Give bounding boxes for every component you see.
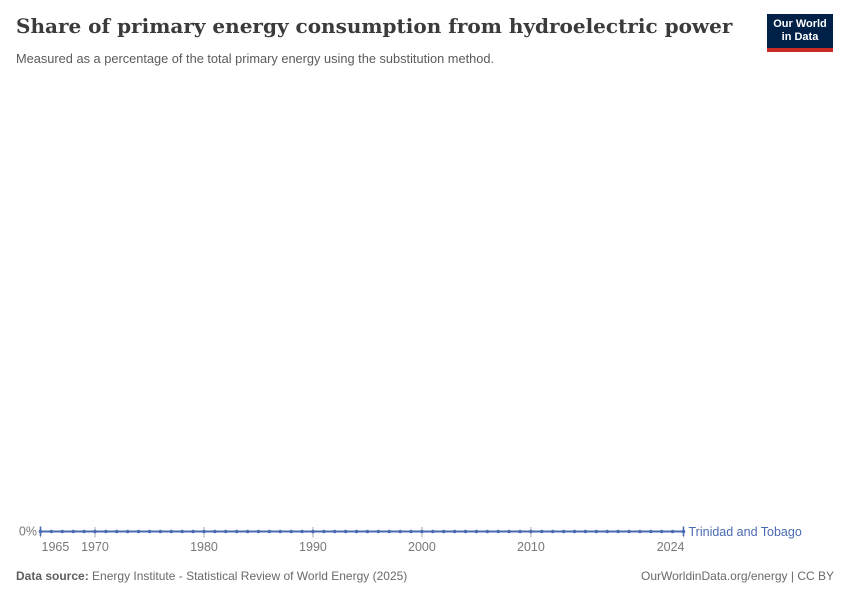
- data-point[interactable]: [463, 529, 468, 534]
- data-point[interactable]: [332, 529, 337, 534]
- data-point[interactable]: [267, 529, 272, 534]
- x-axis-label: 1970: [81, 540, 109, 554]
- data-point[interactable]: [518, 529, 522, 534]
- owid-logo-line1: Our World: [773, 18, 827, 31]
- data-point[interactable]: [71, 529, 75, 534]
- data-point[interactable]: [60, 529, 65, 534]
- data-point[interactable]: [431, 529, 435, 534]
- data-point[interactable]: [649, 529, 653, 534]
- data-source-note: Data source: Energy Institute - Statisti…: [16, 569, 407, 583]
- owid-logo[interactable]: Our World in Data: [767, 14, 833, 52]
- data-point[interactable]: [191, 529, 195, 534]
- data-point[interactable]: [659, 529, 664, 534]
- data-point[interactable]: [638, 529, 642, 534]
- data-point[interactable]: [485, 529, 490, 534]
- data-point[interactable]: [223, 529, 228, 534]
- x-axis-label: 1990: [299, 540, 327, 554]
- data-point[interactable]: [38, 529, 43, 534]
- data-point[interactable]: [670, 529, 675, 534]
- data-point[interactable]: [343, 529, 348, 534]
- data-point[interactable]: [245, 529, 250, 534]
- data-point[interactable]: [376, 529, 381, 534]
- data-point[interactable]: [158, 529, 163, 534]
- data-point[interactable]: [93, 529, 97, 534]
- credit-link[interactable]: OurWorldinData.org/energy | CC BY: [641, 569, 834, 583]
- data-point[interactable]: [49, 529, 54, 534]
- data-point[interactable]: [616, 529, 620, 534]
- data-point[interactable]: [452, 529, 457, 534]
- data-point[interactable]: [256, 529, 261, 534]
- data-point[interactable]: [213, 529, 217, 534]
- data-point[interactable]: [529, 529, 533, 534]
- data-point[interactable]: [354, 529, 359, 534]
- data-point[interactable]: [311, 529, 315, 534]
- data-point[interactable]: [474, 529, 479, 534]
- chart-footer: Data source: Energy Institute - Statisti…: [16, 569, 834, 583]
- data-point[interactable]: [627, 529, 631, 534]
- data-point[interactable]: [136, 529, 141, 534]
- data-point[interactable]: [594, 529, 599, 534]
- data-point[interactable]: [289, 529, 293, 534]
- chart-subtitle: Measured as a percentage of the total pr…: [16, 51, 495, 66]
- data-point[interactable]: [202, 529, 206, 534]
- data-point[interactable]: [114, 529, 119, 534]
- data-point[interactable]: [300, 529, 304, 534]
- data-point[interactable]: [420, 529, 424, 534]
- x-axis-label: 2024: [657, 540, 685, 554]
- owid-logo-box: Our World in Data: [767, 14, 833, 48]
- data-point[interactable]: [278, 529, 283, 534]
- data-point[interactable]: [104, 529, 108, 534]
- data-point[interactable]: [82, 529, 86, 534]
- data-point[interactable]: [387, 529, 392, 534]
- owid-logo-line2: in Data: [781, 31, 819, 43]
- x-axis-label: 2010: [517, 540, 545, 554]
- x-axis-label: 1965: [42, 540, 70, 554]
- data-point[interactable]: [322, 529, 326, 534]
- data-point[interactable]: [550, 529, 555, 534]
- data-source-text: Energy Institute - Statistical Review of…: [92, 569, 408, 583]
- x-axis-label: 2000: [408, 540, 436, 554]
- data-point[interactable]: [681, 529, 686, 534]
- data-point[interactable]: [561, 529, 566, 534]
- data-point[interactable]: [540, 529, 544, 534]
- data-point[interactable]: [365, 529, 370, 534]
- y-axis-label: 0%: [19, 525, 37, 539]
- page-title: Share of primary energy consumption from…: [16, 14, 733, 38]
- data-point[interactable]: [180, 529, 184, 534]
- series-entity-label[interactable]: Trinidad and Tobago: [689, 525, 802, 539]
- data-point[interactable]: [147, 529, 152, 534]
- data-point[interactable]: [583, 529, 588, 534]
- owid-logo-accent-bar: [767, 48, 833, 52]
- data-point[interactable]: [605, 529, 610, 534]
- data-point[interactable]: [234, 529, 239, 534]
- data-source-label: Data source:: [16, 569, 89, 583]
- data-point[interactable]: [572, 529, 577, 534]
- data-point[interactable]: [398, 529, 402, 534]
- data-point[interactable]: [169, 529, 174, 534]
- data-point[interactable]: [125, 529, 130, 534]
- data-point[interactable]: [441, 529, 446, 534]
- data-point[interactable]: [496, 529, 501, 534]
- data-point[interactable]: [507, 529, 511, 534]
- data-point[interactable]: [409, 529, 413, 534]
- x-axis-label: 1980: [190, 540, 218, 554]
